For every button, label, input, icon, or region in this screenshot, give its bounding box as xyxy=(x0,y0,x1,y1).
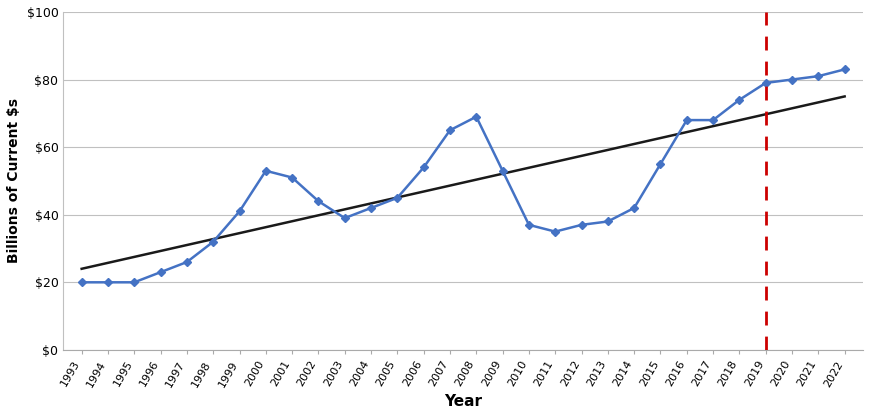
Y-axis label: Billions of Current $s: Billions of Current $s xyxy=(7,99,21,263)
X-axis label: Year: Year xyxy=(444,394,481,409)
